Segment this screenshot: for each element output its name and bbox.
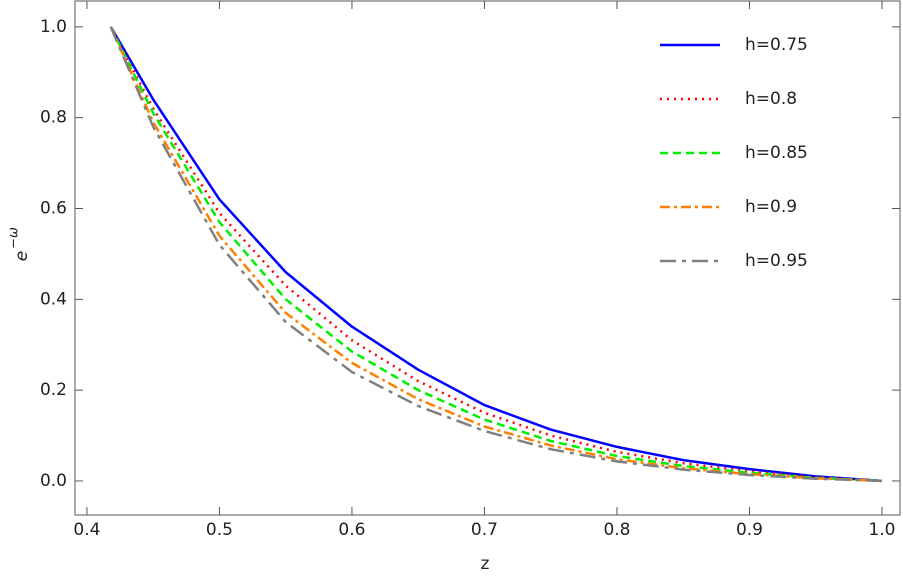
y-axis-label: e −ω bbox=[7, 227, 33, 261]
legend-label: h=0.85 bbox=[745, 143, 808, 163]
y-tick-label: 1.0 bbox=[40, 17, 67, 37]
legend-label: h=0.95 bbox=[745, 251, 808, 271]
plot-frame bbox=[74, 0, 901, 516]
x-tick-label: 0.5 bbox=[206, 520, 233, 540]
series-line bbox=[109, 26, 883, 483]
y-tick-label: 0.8 bbox=[40, 108, 67, 128]
series-line bbox=[109, 26, 883, 483]
x-tick-label: 0.9 bbox=[736, 520, 763, 540]
y-label-sup: −ω bbox=[7, 227, 22, 249]
y-tick-label: 0.4 bbox=[40, 289, 67, 309]
legend-label: h=0.75 bbox=[745, 35, 808, 55]
legend-label: h=0.8 bbox=[745, 89, 797, 109]
legend-label: h=0.9 bbox=[745, 197, 797, 217]
series-line bbox=[109, 26, 883, 483]
x-tick-label: 1.0 bbox=[868, 520, 895, 540]
x-tick-label: 0.6 bbox=[338, 520, 365, 540]
y-tick-label: 0.2 bbox=[40, 380, 67, 400]
x-tick-label: 0.4 bbox=[73, 520, 100, 540]
x-axis-label: z bbox=[481, 554, 490, 574]
y-tick-label: 0.0 bbox=[40, 471, 67, 491]
x-tick-label: 0.8 bbox=[603, 520, 630, 540]
series-line bbox=[109, 26, 883, 483]
y-label-base: e bbox=[12, 251, 32, 261]
x-tick-label: 0.7 bbox=[471, 520, 498, 540]
y-tick-label: 0.6 bbox=[40, 199, 67, 219]
